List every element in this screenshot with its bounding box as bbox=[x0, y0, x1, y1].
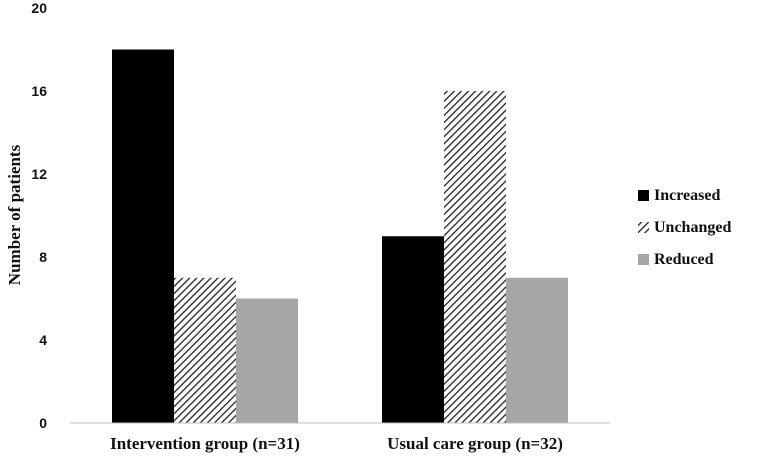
bar-increased-1 bbox=[112, 49, 174, 423]
x-axis-category-labels: Intervention group (n=31) Usual care grou… bbox=[110, 434, 563, 453]
y-tick-label: 20 bbox=[31, 0, 47, 16]
y-tick-label: 0 bbox=[39, 415, 47, 431]
y-tick-label: 16 bbox=[31, 83, 47, 99]
y-tick-label: 12 bbox=[31, 166, 47, 182]
legend: Increased Unchanged Reduced bbox=[638, 187, 731, 268]
y-axis-ticks: 0 4 8 12 16 20 bbox=[31, 0, 47, 431]
y-axis-title: Number of patients bbox=[5, 144, 24, 285]
bar-reduced-2 bbox=[506, 277, 568, 423]
x-category-label: Intervention group (n=31) bbox=[110, 434, 300, 453]
legend-swatch-unchanged bbox=[638, 222, 649, 233]
bar-reduced-1 bbox=[236, 298, 298, 423]
legend-swatch-increased bbox=[638, 190, 649, 201]
bar-unchanged-2 bbox=[444, 91, 506, 423]
x-category-label: Usual care group (n=32) bbox=[387, 434, 563, 453]
legend-label-reduced: Reduced bbox=[654, 251, 714, 268]
bar-unchanged-1 bbox=[174, 277, 236, 423]
y-tick-label: 8 bbox=[39, 249, 47, 265]
legend-label-increased: Increased bbox=[654, 187, 720, 204]
bar-increased-2 bbox=[382, 236, 444, 423]
legend-label-unchanged: Unchanged bbox=[654, 219, 731, 236]
legend-swatch-reduced bbox=[638, 254, 649, 265]
bars bbox=[112, 49, 568, 423]
y-tick-label: 4 bbox=[39, 332, 47, 348]
